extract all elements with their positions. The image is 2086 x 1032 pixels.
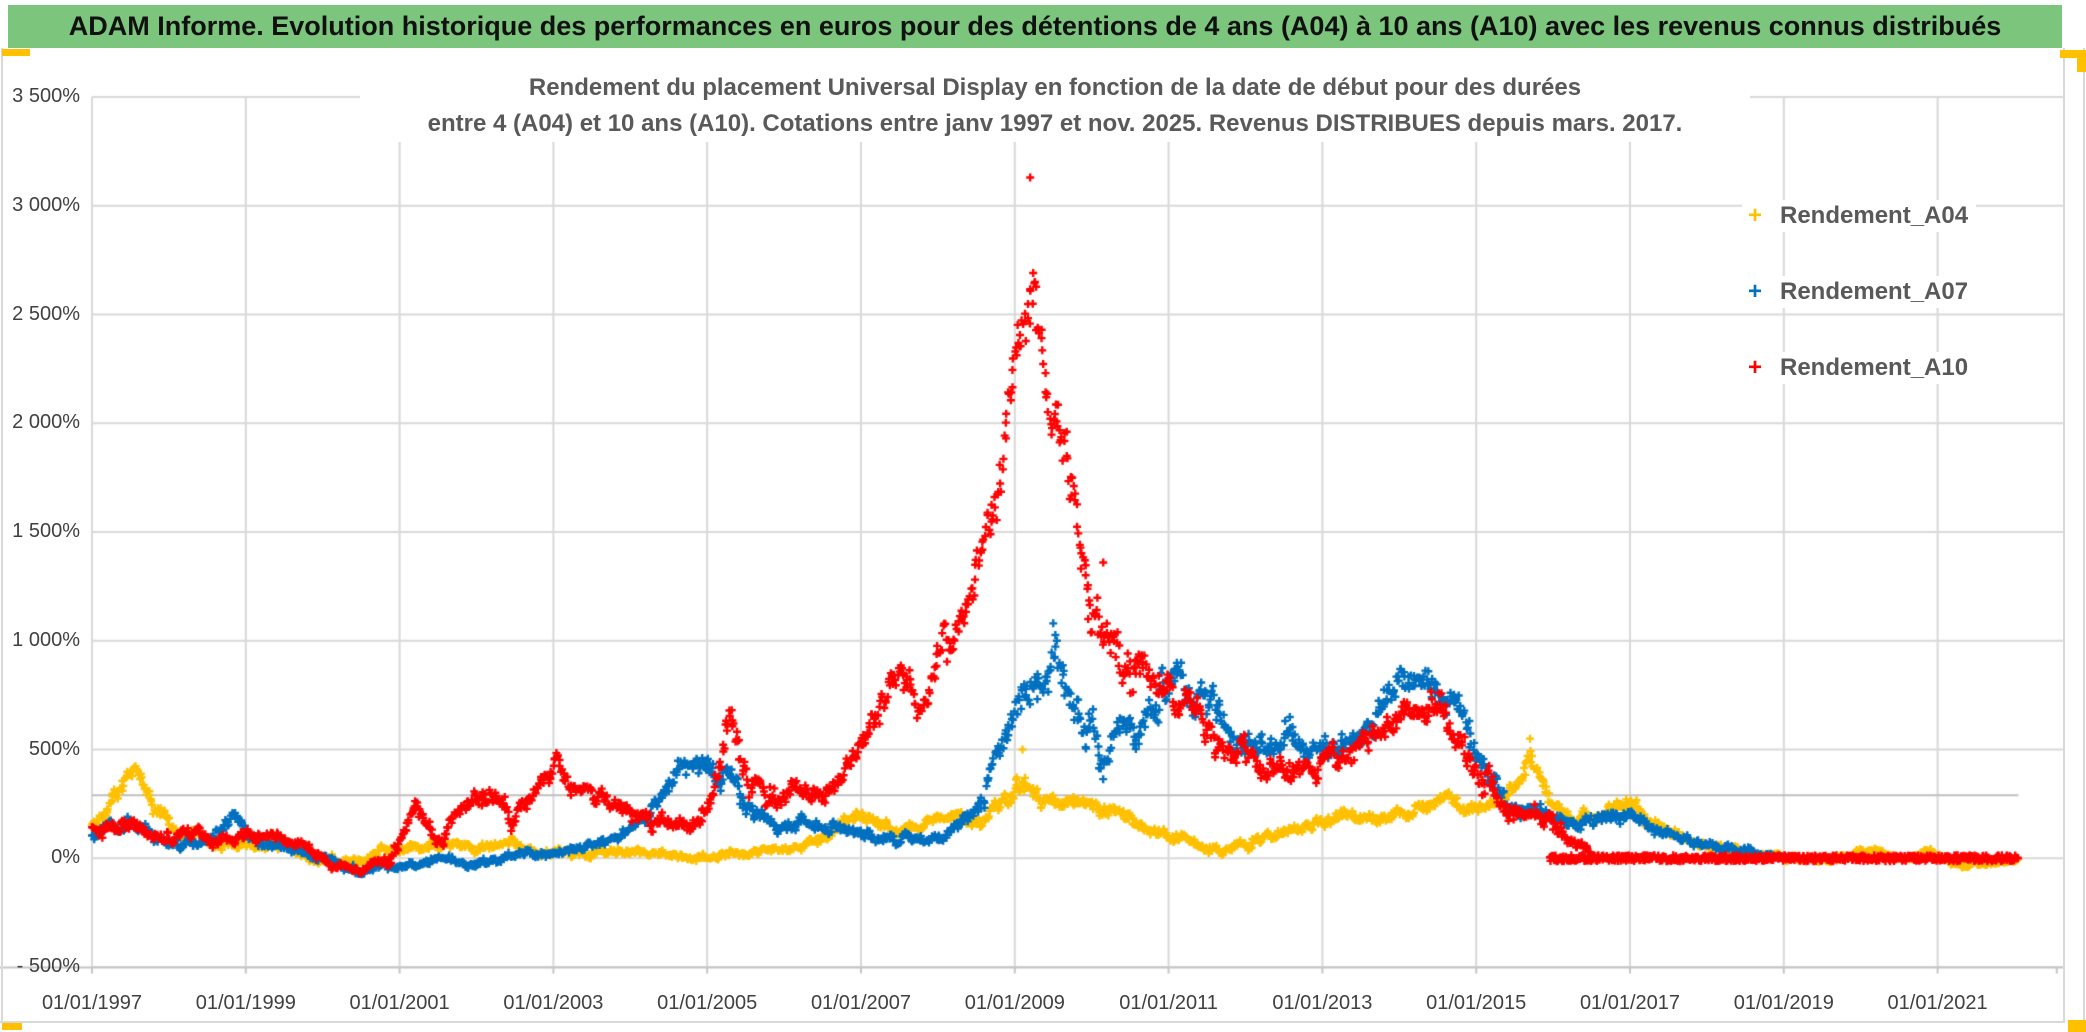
- x-axis-tick-label: 01/01/2003: [503, 992, 604, 1014]
- x-axis-tick-label: 01/01/1997: [41, 992, 143, 1014]
- chart-right-border: [2063, 48, 2065, 1022]
- x-axis-tick-label: 01/01/1999: [195, 992, 296, 1014]
- header-title: ADAM Informe. Evolution historique des p…: [68, 11, 2002, 41]
- x-axis-tick-label: 01/01/2021: [1887, 992, 1988, 1014]
- chart-title: Rendement du placement Universal Display…: [360, 70, 1750, 142]
- x-axis-tick-label: 01/01/2005: [657, 992, 758, 1014]
- gold-accent-top-right: [2060, 50, 2086, 58]
- x-axis-tick-label: 01/01/2013: [1272, 992, 1373, 1014]
- x-axis-tick-label: 01/01/2011: [1119, 992, 1218, 1014]
- y-axis-tick-label: 1 500%: [12, 520, 80, 542]
- x-axis-tick-label: 01/01/2019: [1733, 992, 1834, 1014]
- y-axis-tick-label: 0%: [51, 846, 80, 869]
- gold-accent-top-right-vertical: [2077, 50, 2086, 72]
- chart-left-border: [1, 48, 3, 1022]
- chart-bottom-border: [0, 1021, 2065, 1023]
- gold-accent-top-left: [2, 49, 30, 56]
- legend-label: Rendement_A10: [1780, 354, 1969, 381]
- plus-marker-icon: +: [1747, 354, 1762, 381]
- x-axis-tick-label: 01/01/2001: [349, 992, 450, 1014]
- x-axis-tick-label: 01/01/2007: [810, 992, 912, 1014]
- x-axis-tick-label: 01/01/2017: [1579, 992, 1681, 1014]
- legend-label: Rendement_A07: [1780, 278, 1969, 305]
- x-axis-tick-label: 01/01/2009: [964, 992, 1065, 1014]
- legend-item-rendement-a04: + Rendement_A04: [1742, 200, 1977, 232]
- y-axis-tick-label: 1 000%: [12, 628, 80, 651]
- gold-accent-bottom-left: [2, 1023, 22, 1030]
- plus-marker-icon: +: [1747, 202, 1762, 229]
- legend-item-rendement-a07: + Rendement_A07: [1742, 276, 1977, 308]
- chart-title-line-1: Rendement du placement Universal Display…: [528, 74, 1582, 101]
- sheet-right-edge-line: [2083, 48, 2085, 1032]
- y-axis-tick-label: 3 500%: [12, 85, 80, 107]
- y-axis-tick-label: 2 000%: [12, 411, 80, 434]
- header-banner: ADAM Informe. Evolution historique des p…: [8, 5, 2062, 48]
- y-axis-tick-label: 500%: [28, 737, 80, 760]
- plus-marker-icon: +: [1747, 278, 1762, 305]
- chart-title-line-2: entre 4 (A04) et 10 ans (A10). Cotations…: [427, 110, 1683, 137]
- legend-item-rendement-a10: + Rendement_A10: [1742, 352, 1977, 384]
- x-axis-tick-label: 01/01/2015: [1426, 992, 1527, 1014]
- gold-accent-bottom-right: [2068, 1020, 2086, 1032]
- legend: + Rendement_A04 + Rendement_A07 + Rendem…: [1742, 200, 1977, 384]
- y-axis-tick-label: - 500%: [16, 955, 80, 977]
- legend-label: Rendement_A04: [1780, 202, 1969, 229]
- y-axis-tick-label: 3 000%: [12, 193, 80, 216]
- y-axis-tick-label: 2 500%: [12, 302, 80, 325]
